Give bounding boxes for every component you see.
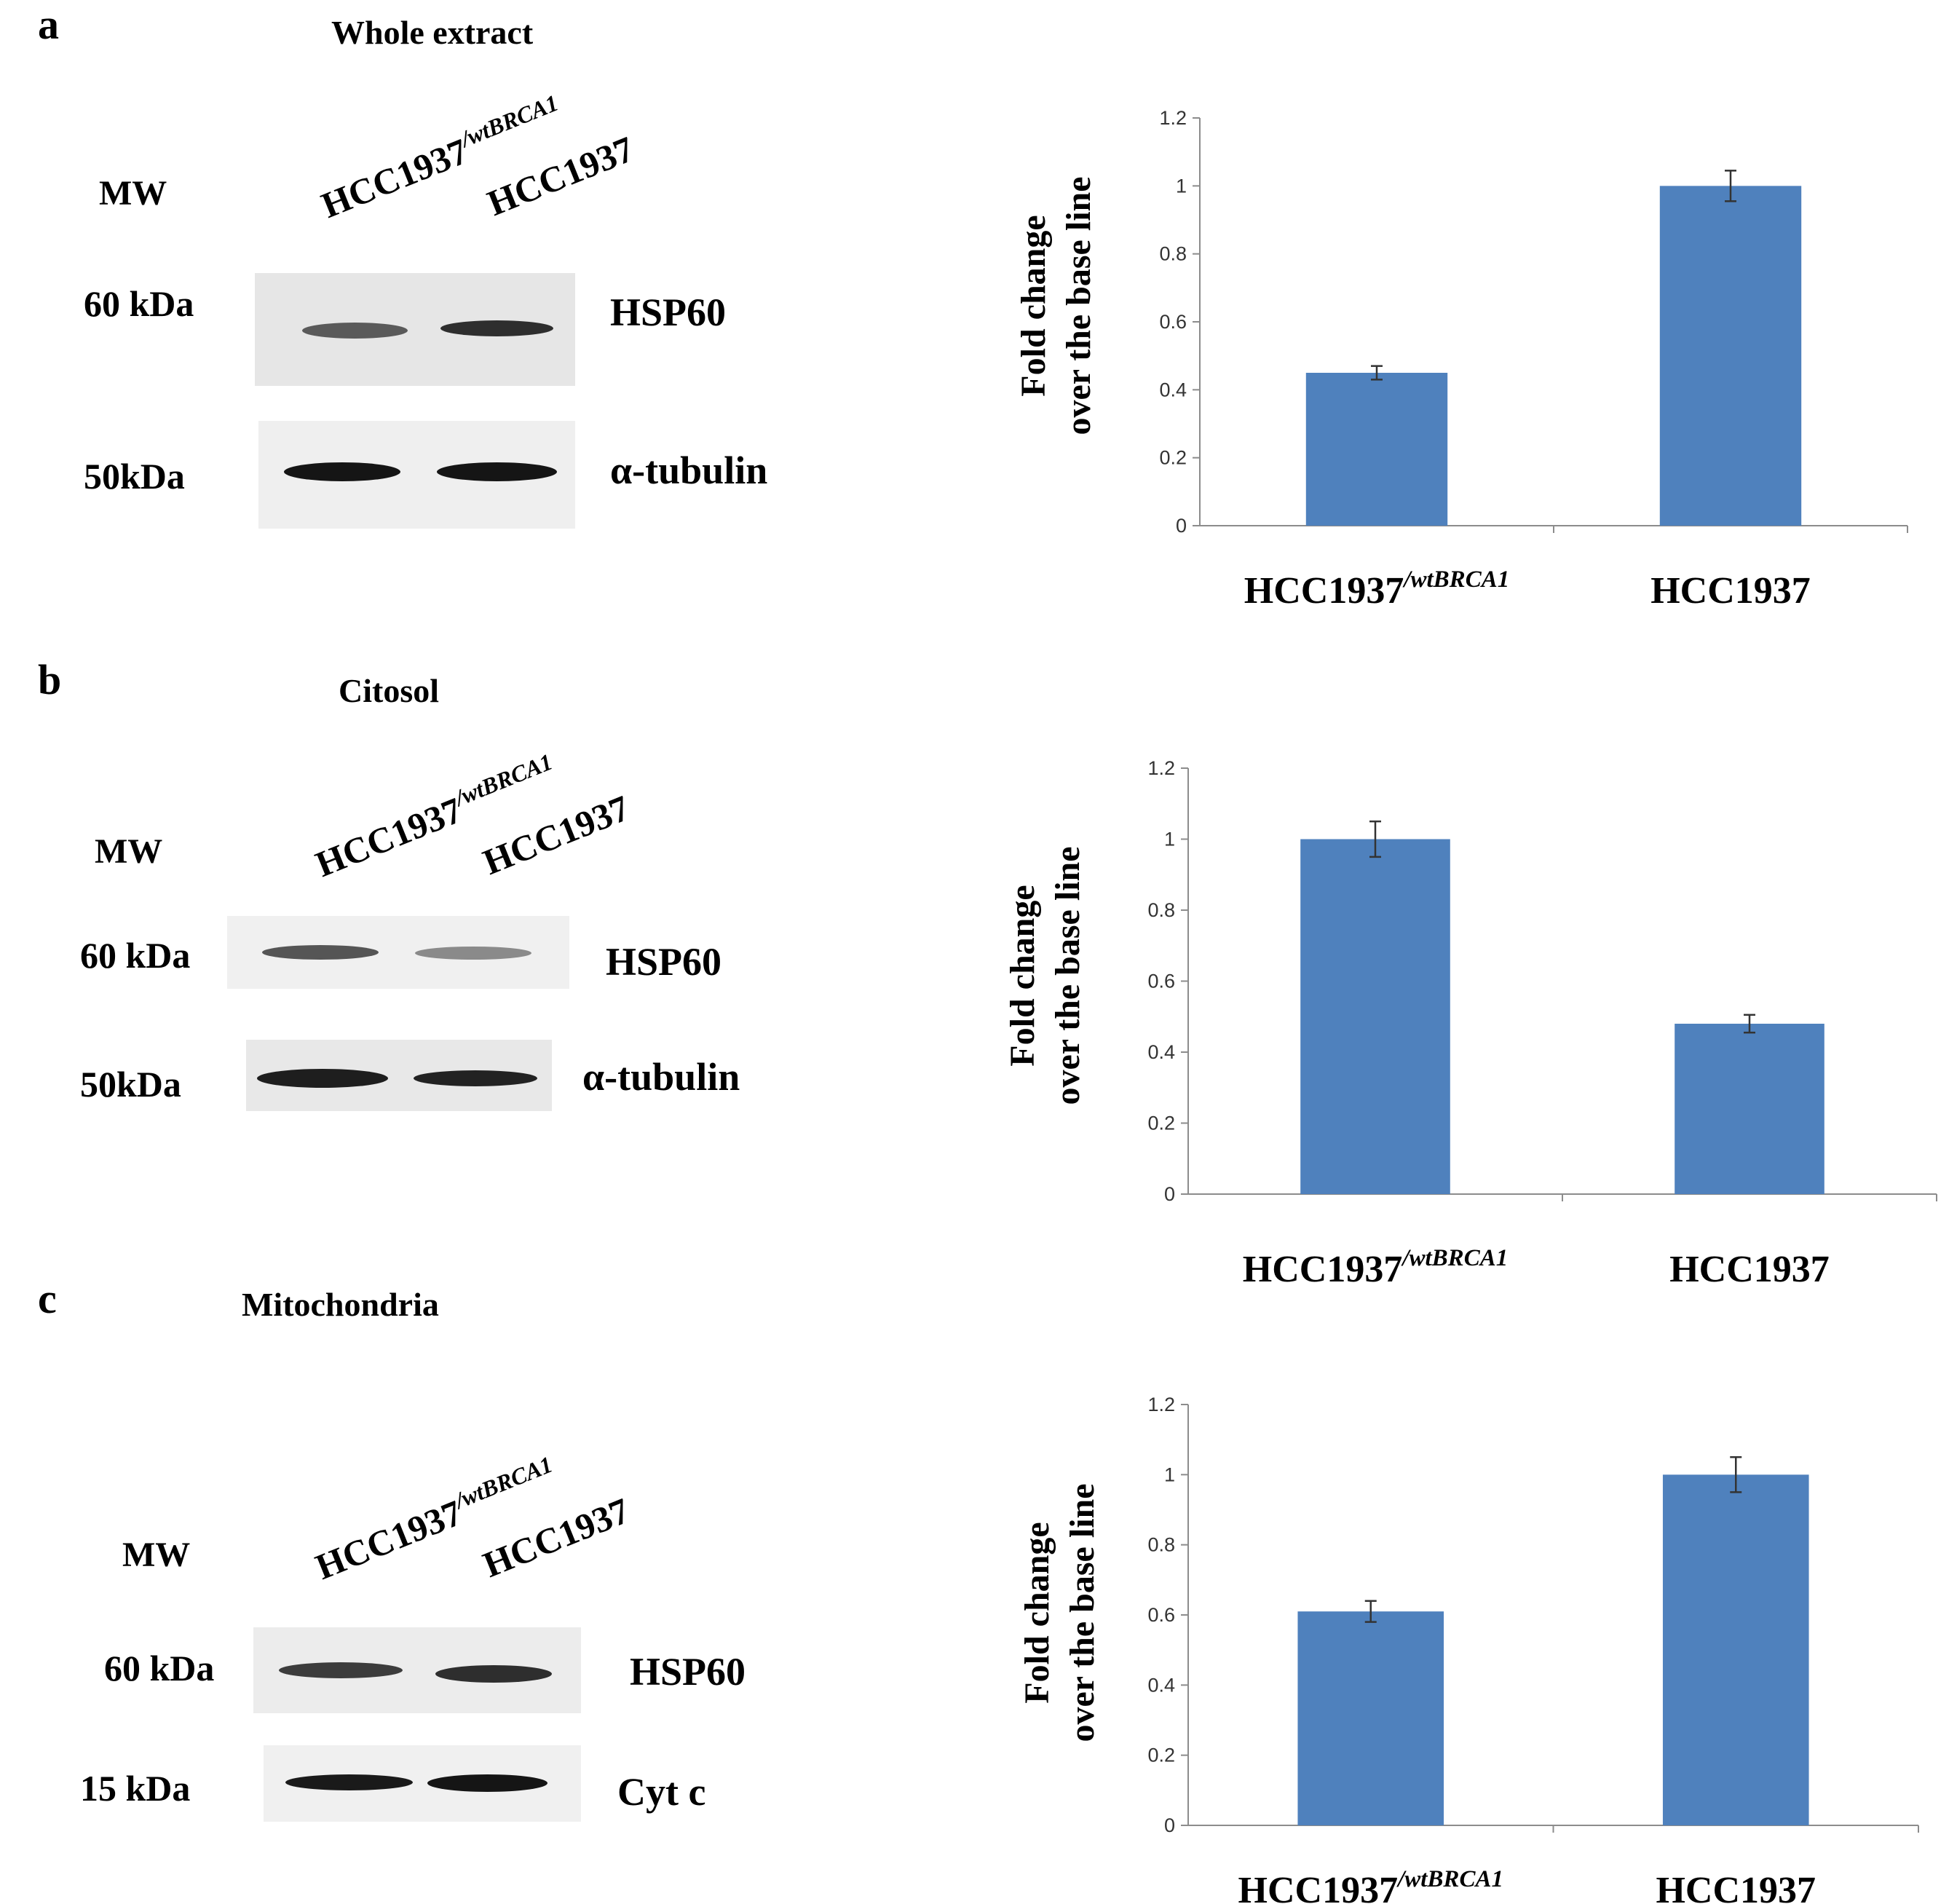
bar <box>1662 1474 1809 1825</box>
mw-label: MW <box>95 832 163 871</box>
protein-label: HSP60 <box>606 940 722 984</box>
western-blot-hsp60 <box>253 1627 581 1713</box>
blot-band <box>302 323 408 339</box>
y-tick-label: 0 <box>1164 1183 1175 1205</box>
category-label: HCC1937/wtBRCA1 <box>1244 566 1509 612</box>
protein-label: α-tubulin <box>610 449 768 492</box>
y-tick-label: 0 <box>1176 515 1187 537</box>
blot-band <box>285 1774 413 1790</box>
blot-band <box>257 1069 388 1088</box>
protein-label: HSP60 <box>630 1650 746 1694</box>
mw-marker-60: 60 kDa <box>80 935 191 976</box>
panel-b: b Citosol MW HCC1937/wtBRCA1 HCC1937 60 … <box>0 641 1957 1290</box>
y-tick-label: 1.2 <box>1147 757 1175 779</box>
y-axis-label: Fold change <box>1003 885 1042 1066</box>
category-label: HCC1937 <box>1669 1249 1830 1290</box>
bar <box>1300 839 1450 1194</box>
y-tick-label: 0.8 <box>1147 899 1175 921</box>
y-axis-label: Fold change <box>1014 215 1053 396</box>
blot-band <box>415 947 531 960</box>
panel-a: a Whole extract MW HCC1937/wtBRCA1 HCC19… <box>0 0 1957 641</box>
panel-letter: a <box>38 1 59 48</box>
y-axis-label: over the base line <box>1063 1483 1102 1742</box>
protein-label: α-tubulin <box>582 1055 740 1099</box>
y-tick-label: 0 <box>1164 1814 1175 1836</box>
blot-band <box>437 462 557 481</box>
y-axis-label: over the base line <box>1048 846 1087 1105</box>
western-blot-tubulin <box>246 1040 552 1111</box>
y-tick-label: 0.4 <box>1147 1041 1175 1063</box>
panel-letter: c <box>38 1275 57 1322</box>
panel-c: c Mitochondria MW HCC1937/wtBRCA1 HCC193… <box>0 1263 1957 1904</box>
y-tick-label: 1 <box>1164 829 1175 850</box>
bar <box>1305 373 1448 526</box>
western-blot-hsp60 <box>227 916 569 989</box>
y-tick-label: 0.4 <box>1159 379 1187 400</box>
bar <box>1297 1611 1444 1825</box>
category-label: HCC1937/wtBRCA1 <box>1238 1866 1503 1904</box>
y-tick-label: 1.2 <box>1147 1394 1175 1415</box>
y-axis-label: Fold change <box>1018 1522 1056 1703</box>
bar-chart-c: 0 0.2 0.4 0.6 0.8 1 1.2 HCC1937/wtBRCA1 HCC1937 F… <box>1018 1394 1919 1904</box>
mw-marker-50: 50kDa <box>80 1064 181 1105</box>
blot-band <box>279 1662 403 1678</box>
western-blot-hsp60 <box>255 273 575 386</box>
y-tick-label: 0.8 <box>1147 1534 1175 1556</box>
protein-label: HSP60 <box>610 291 727 334</box>
western-blot-cytc <box>264 1745 581 1822</box>
bar <box>1675 1024 1824 1194</box>
category-label: HCC1937 <box>1650 570 1811 612</box>
blot-band <box>427 1774 547 1792</box>
blot-band <box>262 945 379 960</box>
mw-marker-60: 60 kDa <box>104 1648 215 1688</box>
y-tick-label: 1 <box>1164 1463 1175 1485</box>
panel-title: Citosol <box>339 672 439 709</box>
mw-marker-15: 15 kDa <box>80 1768 191 1809</box>
protein-label: Cyt c <box>617 1770 706 1814</box>
y-tick-label: 0.6 <box>1147 971 1175 992</box>
mw-marker-50: 50kDa <box>84 456 185 497</box>
western-blot-tubulin <box>258 421 575 529</box>
blot-band <box>284 462 400 481</box>
y-tick-label: 0.8 <box>1159 243 1187 265</box>
panel-title: Mitochondria <box>242 1286 439 1323</box>
y-tick-label: 0.6 <box>1159 311 1187 333</box>
blot-band <box>440 320 553 336</box>
blot-band <box>435 1665 552 1683</box>
y-tick-label: 0.2 <box>1147 1113 1175 1134</box>
mw-label: MW <box>99 174 167 213</box>
bar-chart-b: 0 0.2 0.4 0.6 0.8 1 1.2 HCC1937/wtBRCA1 HCC1937 F… <box>1003 757 1937 1290</box>
y-tick-label: 1 <box>1176 175 1187 197</box>
mw-label: MW <box>122 1536 191 1574</box>
y-tick-label: 0.6 <box>1147 1604 1175 1626</box>
bar-chart-a: 0 0.2 0.4 0.6 0.8 1 1.2 HCC1937/wtBRCA1 HCC1937 F… <box>1014 107 1908 612</box>
y-tick-label: 1.2 <box>1159 107 1187 129</box>
bar <box>1659 186 1802 526</box>
y-tick-label: 0.2 <box>1147 1745 1175 1766</box>
panel-title: Whole extract <box>331 14 534 51</box>
y-tick-label: 0.4 <box>1147 1674 1175 1696</box>
panel-letter: b <box>38 656 62 703</box>
mw-marker-60: 60 kDa <box>84 283 194 324</box>
y-axis-label: over the base line <box>1059 176 1098 435</box>
category-label: HCC1937 <box>1656 1870 1816 1904</box>
blot-band <box>414 1070 537 1086</box>
y-tick-label: 0.2 <box>1159 447 1187 469</box>
category-label: HCC1937/wtBRCA1 <box>1243 1245 1508 1290</box>
